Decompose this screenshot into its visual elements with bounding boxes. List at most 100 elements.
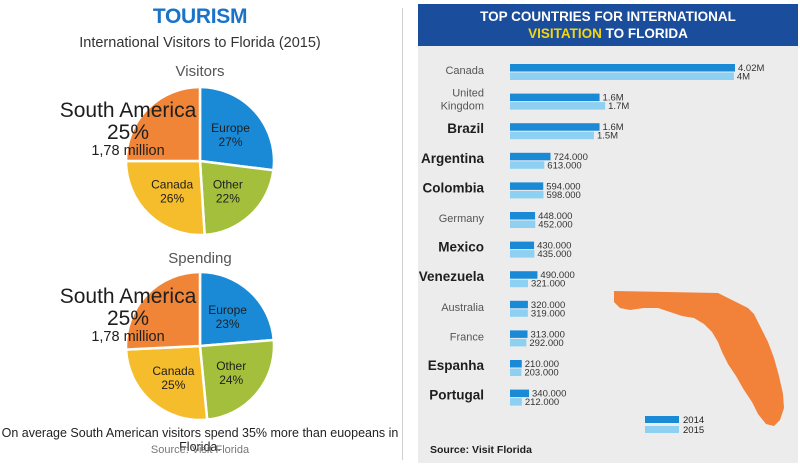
pie1-label-europe: Europe — [208, 303, 247, 317]
bar-2014-portugal — [510, 389, 530, 398]
bar-category-label: Germany — [439, 213, 485, 225]
title-rest: TO FLORIDA — [601, 26, 688, 41]
pie1-slice-south-america — [124, 270, 202, 351]
footnote: On average South American visitors spend… — [1, 426, 399, 454]
bar-2015-brazil — [510, 131, 594, 140]
visitors-south-america-label: South America 25% 1,78 million — [58, 99, 198, 160]
left-source: Source: Visit Florida — [150, 444, 250, 456]
bar-2014-australia — [510, 300, 528, 309]
bar-2015-canada — [510, 72, 734, 80]
pie0-label-europe: Europe — [211, 121, 250, 135]
pie1-value-europe: 23% — [216, 317, 240, 331]
pie1-value-other: 24% — [219, 373, 243, 387]
pie1-label-canada: Canada — [152, 364, 194, 378]
bar-2014-venezuela — [510, 271, 538, 279]
pie0-value-other: 22% — [216, 192, 240, 206]
bar-category-label: Colombia — [422, 180, 484, 195]
pie1-label-other: Other — [216, 359, 246, 373]
bar-category-label: Venezuela — [419, 269, 485, 284]
pie0-slice-south-america — [124, 85, 202, 163]
bar-2015-germany — [510, 220, 536, 228]
bar-value-label: 210.000 — [525, 359, 559, 370]
visitors-pie-title: Visitors — [175, 63, 225, 80]
bar-value-label: 4.02M — [738, 63, 764, 74]
bar-category-label: Portugal — [429, 388, 484, 403]
legend-label-2014: 2014 — [683, 415, 704, 426]
bar-chart-title-line2: VISITATION TO FLORIDA — [418, 25, 798, 42]
bar-value-label: 321.000 — [531, 279, 565, 290]
pie0-slice-europe — [198, 85, 276, 172]
bar-value-label: 724.000 — [554, 152, 588, 163]
pie0-label-canada: Canada — [151, 178, 193, 192]
bar-category-label: France — [450, 331, 484, 343]
bar-2014-united-kingdom — [510, 93, 600, 102]
bar-value-label: 435.000 — [537, 249, 571, 260]
spending-sa-count: 1,78 million — [91, 329, 165, 346]
bar-value-label: 212.000 — [525, 397, 559, 408]
bar-2015-portugal — [510, 398, 522, 406]
bar-value-label: 320.000 — [531, 300, 565, 311]
page-title: TOURISM — [152, 5, 248, 28]
bar-value-label: 613.000 — [547, 160, 581, 171]
bar-2014-brazil — [510, 123, 600, 131]
bar-2014-canada — [510, 64, 735, 72]
spending-pie-title: Spending — [168, 250, 232, 267]
bar-2015-france — [510, 338, 527, 347]
pie0-slice-other — [198, 159, 275, 237]
bar-chart: Canada 4.02M4MUnitedKingdom1.6M1.7MBrazil… — [419, 63, 784, 436]
pie0-label-other: Other — [213, 178, 243, 192]
bar-category-label: Espanha — [428, 358, 485, 373]
bar-value-label: 1.6M — [603, 93, 624, 104]
page-subtitle: International Visitors to Florida (2015) — [79, 35, 321, 51]
bar-category-label: Canada — [445, 65, 484, 77]
bar-value-label: 430.000 — [537, 241, 571, 252]
bar-2014-espanha — [510, 360, 522, 368]
bar-2014-mexico — [510, 241, 535, 250]
bar-value-label: 594.000 — [546, 181, 580, 192]
bar-chart-header: TOP COUNTRIES FOR INTERNATIONAL VISITATI… — [418, 4, 798, 46]
bar-2015-australia — [510, 309, 528, 317]
pie0-slice-canada — [124, 159, 206, 237]
pie1-value-canada: 25% — [161, 378, 185, 392]
bar-2014-argentina — [510, 152, 551, 161]
pie0-value-europe: 27% — [219, 135, 243, 149]
bar-2014-germany — [510, 212, 536, 220]
spending-sa-percent: 25% — [106, 307, 150, 331]
bar-value-label: 1.7M — [608, 101, 629, 112]
visitors-sa-count: 1,78 million — [91, 143, 165, 160]
bar-2014-colombia — [510, 182, 544, 190]
right-source: Source: Visit Florida — [430, 444, 532, 456]
top-countries-panel: TOP COUNTRIES FOR INTERNATIONAL VISITATI… — [418, 4, 798, 463]
bar-value-label: 292.000 — [529, 338, 563, 349]
bar-category-label: Argentina — [421, 151, 484, 166]
bar-2015-mexico — [510, 250, 535, 258]
visitors-sa-percent: 25% — [106, 121, 150, 145]
bar-2015-colombia — [510, 190, 544, 199]
spending-sa-name: South America — [59, 285, 197, 308]
bar-value-label: 4M — [737, 72, 750, 83]
legend-swatch-2015 — [645, 426, 679, 433]
bar-category-label: United — [452, 88, 484, 100]
bar-category-label: Brazil — [447, 121, 484, 136]
visitors-sa-name: South America — [59, 99, 197, 122]
pie1-slice-canada — [124, 344, 209, 422]
bar-value-label: 1.5M — [597, 131, 618, 142]
bar-value-label: 448.000 — [538, 211, 572, 222]
bar-value-label: 1.6M — [603, 122, 624, 133]
bar-category-label: Australia — [441, 302, 485, 314]
bar-value-label: 340.000 — [532, 389, 566, 400]
bar-value-label: 319.000 — [531, 308, 565, 319]
bar-2015-venezuela — [510, 279, 528, 288]
bar-value-label: 313.000 — [531, 329, 565, 340]
bar-2015-espanha — [510, 368, 522, 376]
bar-2015-united-kingdom — [510, 102, 606, 110]
title-highlight: VISITATION — [528, 26, 602, 41]
bar-value-label: 452.000 — [538, 220, 572, 231]
pie1-slice-other — [198, 338, 276, 422]
tourism-panel: TOURISM International Visitors to Florid… — [1, 5, 399, 456]
bar-category-label: Kingdom — [441, 101, 484, 113]
pie1-slice-europe — [198, 270, 276, 348]
panel-divider — [402, 8, 403, 460]
